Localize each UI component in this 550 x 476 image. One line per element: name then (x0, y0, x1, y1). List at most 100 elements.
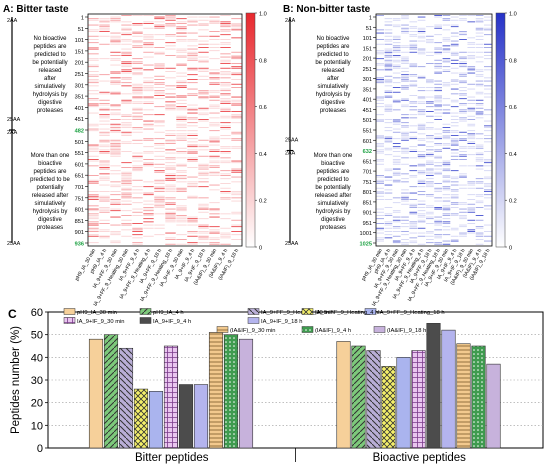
heatmap-cell (409, 170, 418, 172)
legend-swatch (301, 326, 314, 333)
heatmap-cell (220, 72, 231, 74)
heatmap-cell (88, 71, 99, 72)
bar (148, 391, 164, 449)
heatmap-cell (384, 61, 393, 63)
heatmap-cell (475, 157, 484, 159)
legend-label: IA_9+IF_9_18 h (261, 319, 302, 325)
heatmap-frame (87, 13, 243, 247)
heatmap-cell (154, 63, 165, 64)
heatmap-cell (409, 149, 418, 151)
heatmap-cell (143, 235, 154, 237)
heatmap-cell (99, 24, 110, 26)
heatmap-cell (132, 231, 143, 232)
heatmap-cell (220, 107, 231, 109)
y-tick-label: 701 (363, 170, 372, 176)
heatmap-cell (176, 18, 187, 20)
heatmap-cell (143, 51, 154, 53)
heatmap-cell (392, 87, 401, 88)
heatmap-cell (99, 109, 110, 111)
heatmap-cell (484, 120, 492, 122)
heatmap-cell (176, 133, 187, 135)
heatmap-cell (121, 85, 132, 87)
heatmap-cell (121, 223, 132, 224)
heatmap-cell (209, 47, 220, 48)
heatmap-cell (484, 88, 492, 90)
heatmap-cell (450, 131, 459, 133)
heatmap-cell (154, 125, 165, 127)
heatmap-cell (392, 101, 401, 103)
heatmap-cell (132, 192, 143, 194)
heatmap-cell (88, 215, 99, 216)
heatmap-cell (99, 167, 110, 168)
heatmap-cell (450, 112, 459, 114)
heatmap-cell (143, 101, 154, 103)
heatmap-cell (209, 151, 220, 152)
heatmap-cell (484, 197, 492, 199)
scale-bottom-label: 25AA (285, 241, 299, 247)
heatmap-cell (88, 213, 99, 215)
bar (486, 363, 501, 449)
heatmap-cell (384, 231, 393, 232)
heatmap-cell (88, 90, 99, 92)
colorbar-gradient (495, 12, 506, 248)
note-line: More than one (31, 153, 70, 159)
heatmap-cell (376, 192, 384, 194)
heatmap-cell (209, 23, 220, 24)
heatmap-cell (187, 48, 198, 50)
heatmap-cell (110, 130, 121, 132)
heatmap-cell (187, 125, 198, 127)
heatmap-cell (220, 71, 231, 72)
heatmap-cell (417, 27, 426, 29)
heatmap-cell (165, 168, 176, 170)
heatmap-cell (231, 138, 242, 140)
heatmap-cell (154, 167, 165, 168)
heatmap-cell (143, 96, 154, 98)
heatmap-cell (121, 143, 132, 144)
legend-label: IA_9+FF_9_Heating_4 h (315, 310, 378, 316)
heatmap-cell (450, 16, 459, 18)
heatmap-cell (409, 63, 418, 64)
heatmap-cell (187, 109, 198, 111)
heatmap-cell (392, 61, 401, 63)
heatmap-cell (450, 152, 459, 154)
heatmap-cell (99, 197, 110, 199)
heatmap-cell (198, 208, 209, 210)
heatmap-cell (392, 39, 401, 40)
heatmap-cell (220, 243, 231, 245)
heatmap-cell (198, 165, 209, 167)
heatmap-cell (459, 202, 467, 204)
heatmap-cell (392, 50, 401, 52)
heatmap-cell (209, 242, 220, 244)
heatmap-cell (459, 61, 467, 63)
heatmap-cell (434, 64, 442, 66)
heatmap-cell (401, 197, 409, 199)
heatmap-cell (154, 171, 165, 173)
heatmap-cell (187, 24, 198, 26)
heatmap-cell (143, 120, 154, 122)
note-line: proteases (37, 108, 63, 114)
heatmap-cell (165, 26, 176, 28)
heatmap-cell (198, 218, 209, 220)
heatmap-cell (187, 219, 198, 221)
heatmap-cell (417, 151, 426, 152)
heatmap-cell (88, 80, 99, 82)
heatmap-cell (154, 93, 165, 95)
heatmap-cell (143, 114, 154, 116)
heatmap-cell (165, 159, 176, 160)
note-line: peptides are (33, 169, 67, 175)
heatmap-cell (409, 45, 418, 47)
heatmap-cell (442, 83, 451, 85)
heatmap-cell (143, 34, 154, 36)
heatmap-cell (121, 21, 132, 23)
heatmap-cell (198, 16, 209, 18)
heatmap-cell (434, 109, 442, 111)
panel-a-heatmap: 1511011512012513013514014514825015516016… (7, 12, 267, 308)
heatmap-cell (442, 109, 451, 111)
heatmap-cell (165, 24, 176, 26)
heatmap-cell (459, 187, 467, 189)
heatmap-cell (231, 24, 242, 26)
heatmap-cell (187, 218, 198, 220)
heatmap-cell (426, 63, 434, 64)
colorbar-tick-label: 1.0 (509, 12, 517, 18)
note-line: after (44, 76, 56, 82)
